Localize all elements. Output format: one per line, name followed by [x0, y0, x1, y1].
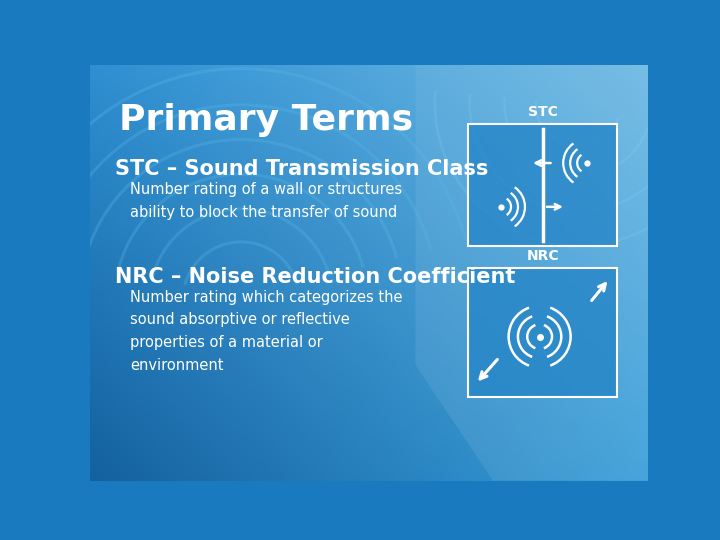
- Text: Primary Terms: Primary Terms: [120, 103, 413, 137]
- Text: Number rating of a wall or structures
ability to block the transfer of sound: Number rating of a wall or structures ab…: [130, 182, 402, 220]
- Text: STC – Sound Transmission Class: STC – Sound Transmission Class: [114, 159, 488, 179]
- Bar: [468, 268, 617, 397]
- Text: NRC – Noise Reduction Coefficient: NRC – Noise Reduction Coefficient: [114, 267, 516, 287]
- Bar: [468, 124, 617, 246]
- Text: Number rating which categorizes the
sound absorptive or reflective
properties of: Number rating which categorizes the soun…: [130, 289, 402, 373]
- Text: NRC: NRC: [526, 249, 559, 264]
- Text: STC: STC: [528, 105, 557, 119]
- Bar: [468, 124, 617, 246]
- Polygon shape: [415, 65, 648, 481]
- Bar: [468, 268, 617, 397]
